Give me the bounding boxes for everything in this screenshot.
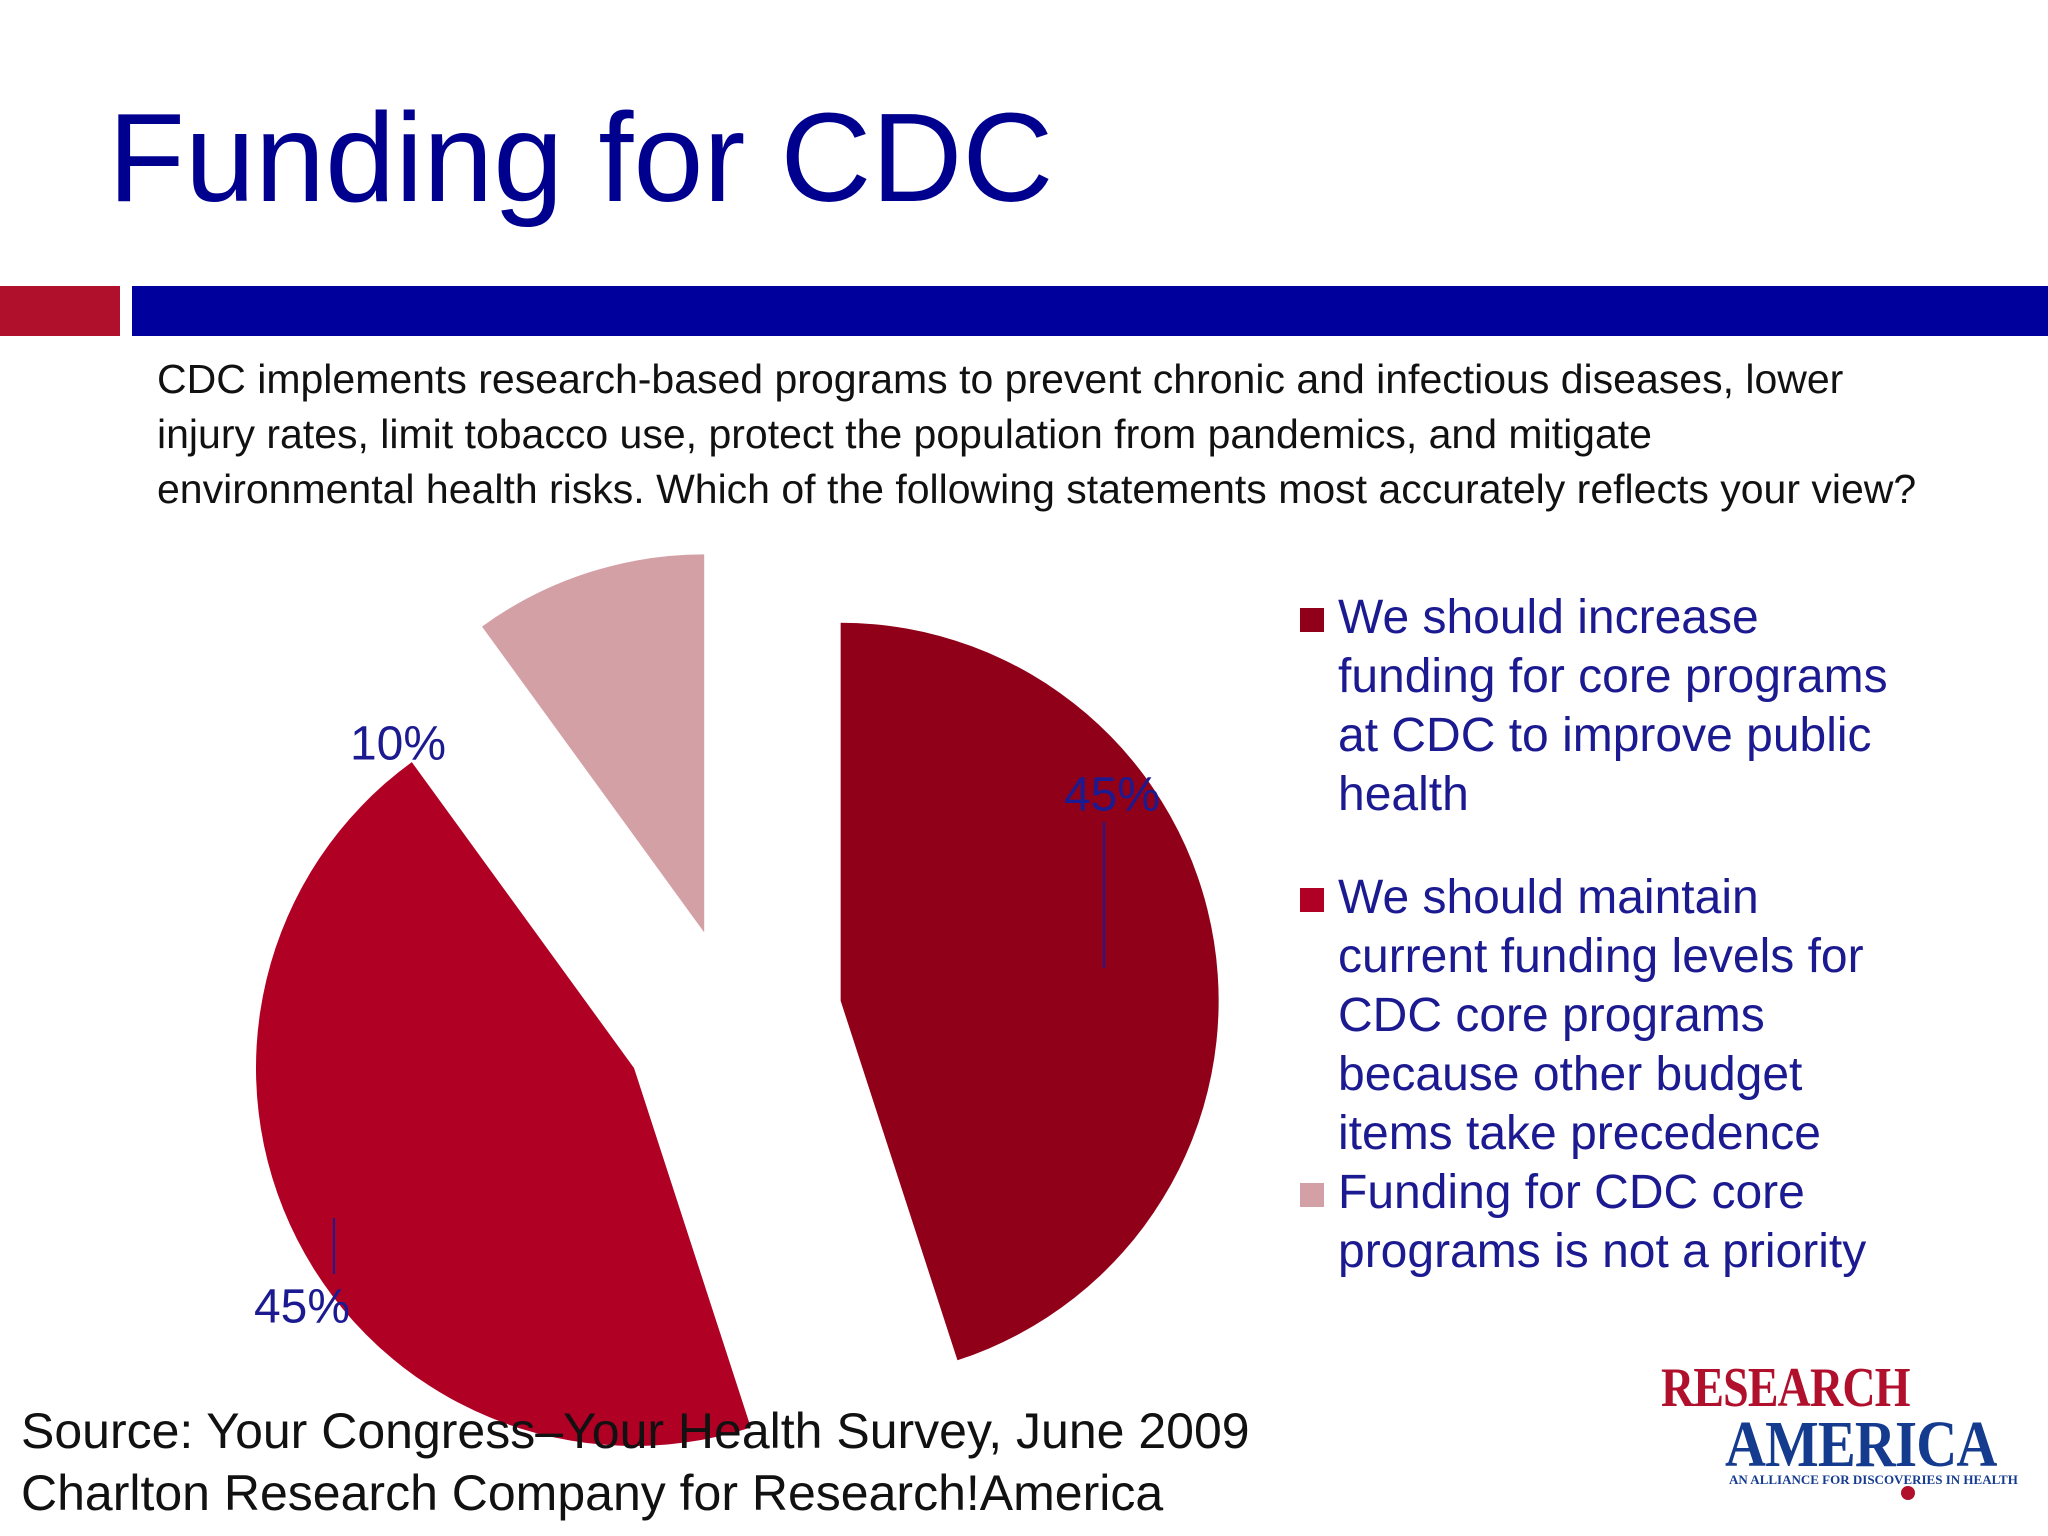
source-note: Source: Your Congress–Your Health Survey… [21,1400,1250,1524]
logo-line2: AMERICA [1725,1408,1997,1481]
survey-question: CDC implements research-based programs t… [157,356,1917,512]
research-america-logo: RESEARCH AMERICA AN ALLIANCE FOR DISCOVE… [1655,1357,2018,1504]
pie-value-label: 45% [1064,769,1160,822]
legend-label: Funding for CDC core programs is not a p… [1338,1166,1867,1278]
legend-swatch [1300,888,1324,912]
source-line-survey: Source: Your Congress–Your Health Survey… [21,1403,1250,1459]
legend-item: We should maintain current funding level… [1296,868,1916,1163]
logo-dot-icon [1901,1486,1915,1500]
legend-swatch [1300,1183,1324,1207]
chart-legend: We should increase funding for core prog… [1296,588,1916,1281]
legend-label: We should increase funding for core prog… [1338,591,1888,821]
pie-value-label: 10% [350,718,446,771]
logo-line1: RESEARCH [1661,1357,1910,1419]
logo-tagline: AN ALLIANCE FOR DISCOVERIES IN HEALTH [1729,1472,2018,1487]
legend-swatch [1300,608,1324,632]
pie-slice [482,554,705,933]
pie-slice [255,762,751,1446]
legend-item: Funding for CDC core programs is not a p… [1296,1163,1916,1281]
source-line-company: Charlton Research Company for Research!A… [21,1465,1164,1521]
pie-slice [840,622,1219,1361]
blue-accent-bar [132,286,2048,336]
slide-title: Funding for CDC [108,87,1054,228]
pie-value-labels: 45% 45% 10% [254,718,1160,1334]
pie-value-label: 45% [254,1281,350,1334]
pie-leader-lines [333,822,1105,1274]
legend-item: We should increase funding for core prog… [1296,588,1916,824]
red-accent-bar [0,286,120,336]
pie-slices [255,554,1219,1446]
legend-label: We should maintain current funding level… [1338,871,1864,1160]
